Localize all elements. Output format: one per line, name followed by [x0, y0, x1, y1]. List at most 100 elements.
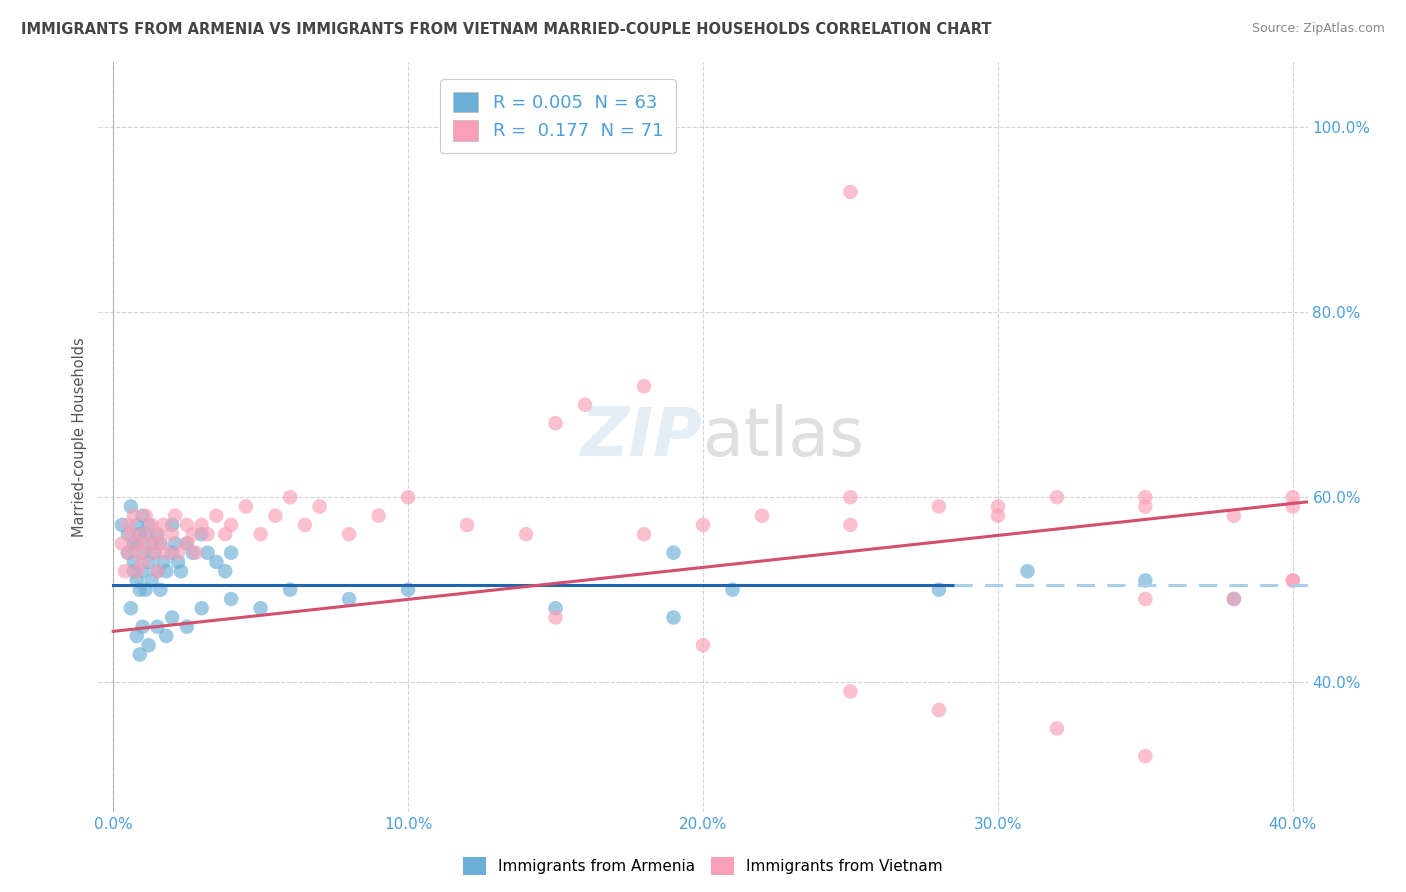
Point	[839, 185, 862, 199]
Point	[278, 490, 301, 504]
Point	[167, 555, 190, 569]
Point	[692, 638, 714, 652]
Point	[117, 518, 139, 533]
Point	[839, 684, 862, 698]
Point	[692, 518, 714, 533]
Point	[367, 508, 389, 523]
Point	[396, 582, 419, 597]
Point	[146, 527, 169, 541]
Point	[1282, 574, 1305, 588]
Point	[396, 490, 419, 504]
Point	[125, 536, 148, 550]
Point	[278, 582, 301, 597]
Point	[184, 546, 207, 560]
Point	[176, 536, 198, 550]
Point	[120, 500, 142, 514]
Point	[987, 500, 1010, 514]
Point	[197, 546, 219, 560]
Point	[219, 518, 242, 533]
Point	[152, 555, 174, 569]
Point	[928, 500, 950, 514]
Point	[190, 527, 212, 541]
Point	[138, 536, 160, 550]
Point	[120, 601, 142, 615]
Point	[125, 518, 148, 533]
Point	[146, 620, 169, 634]
Point	[214, 564, 236, 578]
Text: Source: ZipAtlas.com: Source: ZipAtlas.com	[1251, 22, 1385, 36]
Point	[176, 620, 198, 634]
Point	[1135, 574, 1157, 588]
Point	[205, 555, 228, 569]
Point	[149, 582, 172, 597]
Point	[128, 546, 150, 560]
Point	[219, 546, 242, 560]
Point	[131, 564, 153, 578]
Point	[114, 564, 136, 578]
Point	[131, 546, 153, 560]
Point	[143, 546, 166, 560]
Point	[155, 564, 177, 578]
Point	[1135, 500, 1157, 514]
Point	[149, 536, 172, 550]
Point	[131, 508, 153, 523]
Point	[141, 536, 163, 550]
Point	[141, 518, 163, 533]
Point	[264, 508, 287, 523]
Point	[456, 518, 478, 533]
Point	[197, 527, 219, 541]
Text: ZIP: ZIP	[581, 404, 703, 470]
Point	[131, 527, 153, 541]
Point	[146, 564, 169, 578]
Point	[152, 518, 174, 533]
Point	[249, 527, 271, 541]
Point	[987, 508, 1010, 523]
Point	[544, 601, 567, 615]
Point	[135, 582, 157, 597]
Point	[205, 508, 228, 523]
Point	[721, 582, 744, 597]
Point	[128, 648, 150, 662]
Point	[308, 500, 330, 514]
Point	[120, 527, 142, 541]
Y-axis label: Married-couple Households: Married-couple Households	[72, 337, 87, 537]
Point	[111, 536, 134, 550]
Point	[928, 582, 950, 597]
Point	[1135, 749, 1157, 764]
Point	[111, 518, 134, 533]
Point	[176, 536, 198, 550]
Point	[1046, 722, 1069, 736]
Point	[135, 508, 157, 523]
Point	[214, 527, 236, 541]
Point	[928, 703, 950, 717]
Point	[1135, 490, 1157, 504]
Point	[633, 527, 655, 541]
Point	[160, 527, 183, 541]
Point	[125, 564, 148, 578]
Point	[155, 546, 177, 560]
Point	[122, 555, 145, 569]
Point	[751, 508, 773, 523]
Point	[181, 527, 204, 541]
Point	[125, 536, 148, 550]
Point	[165, 508, 187, 523]
Point	[146, 527, 169, 541]
Point	[249, 601, 271, 615]
Point	[1046, 490, 1069, 504]
Point	[219, 591, 242, 606]
Text: IMMIGRANTS FROM ARMENIA VS IMMIGRANTS FROM VIETNAM MARRIED-COUPLE HOUSEHOLDS COR: IMMIGRANTS FROM ARMENIA VS IMMIGRANTS FR…	[21, 22, 991, 37]
Point	[181, 546, 204, 560]
Point	[1223, 591, 1246, 606]
Point	[1135, 591, 1157, 606]
Point	[122, 564, 145, 578]
Point	[337, 591, 360, 606]
Point	[141, 574, 163, 588]
Point	[128, 582, 150, 597]
Point	[190, 601, 212, 615]
Point	[146, 564, 169, 578]
Point	[167, 546, 190, 560]
Point	[117, 546, 139, 560]
Point	[1017, 564, 1039, 578]
Point	[839, 490, 862, 504]
Point	[1282, 490, 1305, 504]
